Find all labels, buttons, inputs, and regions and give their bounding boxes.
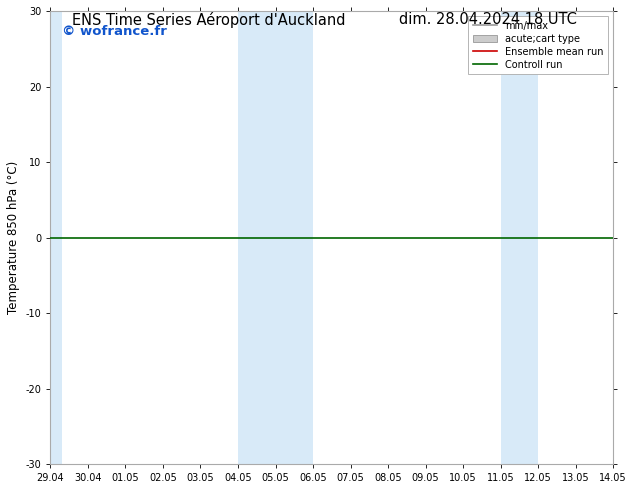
Text: ENS Time Series Aéroport d'Auckland: ENS Time Series Aéroport d'Auckland xyxy=(72,12,346,28)
Bar xyxy=(39,11,61,464)
Text: dim. 28.04.2024 18 UTC: dim. 28.04.2024 18 UTC xyxy=(399,12,577,27)
Y-axis label: Temperature 850 hPa (°C): Temperature 850 hPa (°C) xyxy=(7,161,20,314)
Bar xyxy=(238,11,313,464)
Bar xyxy=(501,11,538,464)
Legend: min/max, acute;cart type, Ensemble mean run, Controll run: min/max, acute;cart type, Ensemble mean … xyxy=(468,16,609,74)
Text: © wofrance.fr: © wofrance.fr xyxy=(61,24,167,38)
